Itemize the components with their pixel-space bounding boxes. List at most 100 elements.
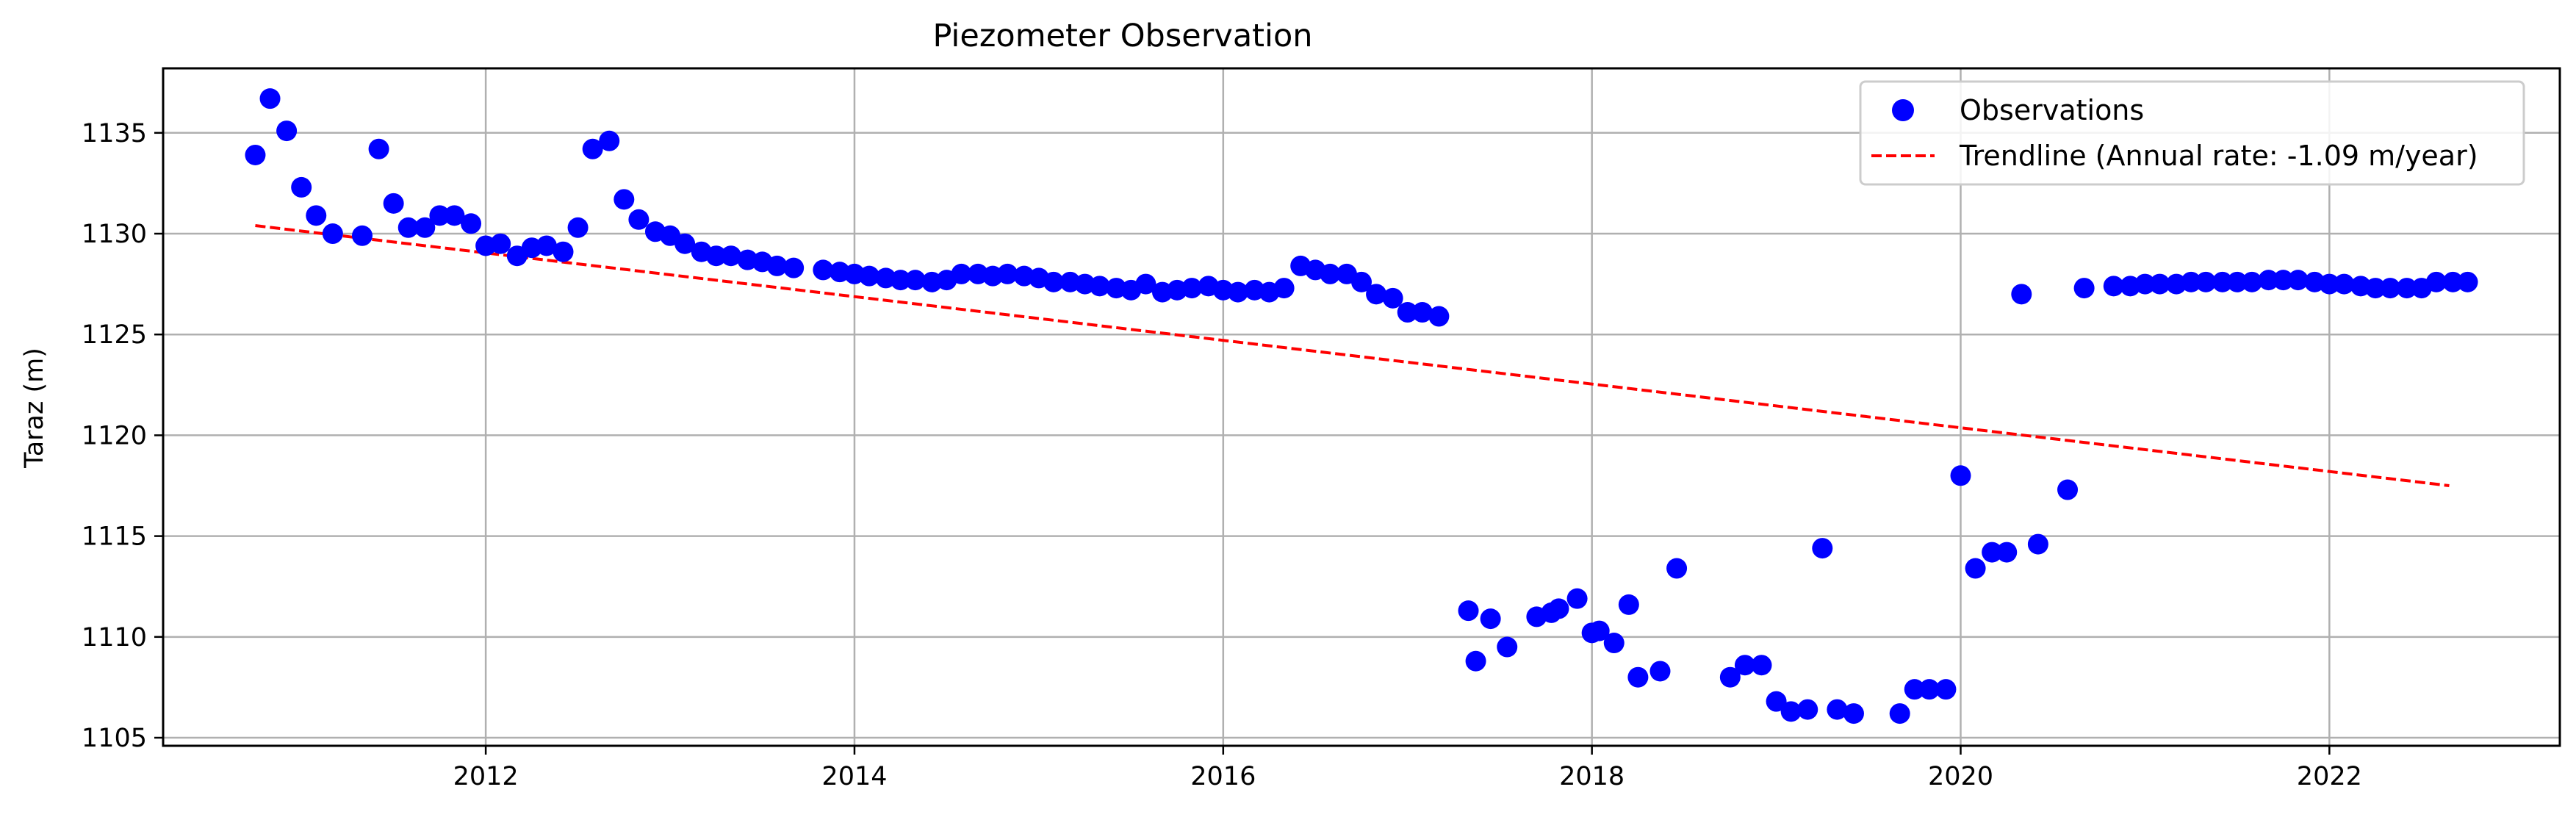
legend: Observations Trendline (Annual rate: -1.… bbox=[1859, 80, 2525, 186]
observation-point bbox=[1465, 650, 1486, 672]
legend-trendline-label: Trendline (Annual rate: -1.09 m/year) bbox=[1959, 140, 2478, 172]
observation-point bbox=[628, 209, 650, 230]
observation-points bbox=[245, 88, 2478, 724]
observation-point bbox=[245, 144, 266, 165]
observation-point bbox=[2226, 271, 2248, 292]
observation-point bbox=[2365, 278, 2386, 299]
observation-point bbox=[904, 270, 926, 291]
observation-point bbox=[2334, 273, 2355, 295]
observation-point bbox=[1497, 636, 1518, 658]
observation-point bbox=[2396, 278, 2417, 299]
legend-observations-marker bbox=[1892, 99, 1914, 121]
observation-point bbox=[2195, 271, 2217, 292]
observation-point bbox=[567, 217, 589, 238]
observation-point bbox=[1780, 701, 1802, 722]
x-tick-label: 2018 bbox=[1559, 762, 1625, 791]
observation-point bbox=[2181, 271, 2202, 292]
observation-point bbox=[720, 245, 741, 267]
observation-point bbox=[599, 130, 620, 151]
observation-point bbox=[2027, 533, 2048, 555]
observation-point bbox=[1411, 302, 1433, 323]
observation-point bbox=[1603, 633, 1625, 654]
observation-point bbox=[2073, 278, 2095, 299]
observation-point bbox=[1719, 666, 1741, 688]
observation-point bbox=[368, 138, 389, 159]
observation-point bbox=[444, 205, 465, 226]
observation-point bbox=[1766, 691, 1787, 712]
observation-point bbox=[291, 176, 312, 198]
trendline-layer bbox=[255, 224, 2450, 488]
observation-point bbox=[1181, 278, 1203, 299]
observation-point bbox=[614, 189, 635, 210]
x-tick-label: 2012 bbox=[453, 762, 519, 791]
chart-title: Piezometer Observation bbox=[932, 18, 1312, 54]
observation-point bbox=[1918, 679, 1940, 700]
observation-point bbox=[259, 88, 281, 109]
observation-point bbox=[2134, 273, 2156, 295]
observation-point bbox=[1227, 281, 1248, 303]
observation-point bbox=[461, 213, 482, 234]
observation-point bbox=[1843, 703, 1864, 724]
y-tick-label: 1130 bbox=[82, 220, 147, 249]
observation-point bbox=[1734, 655, 1755, 676]
y-tick-label: 1115 bbox=[82, 522, 147, 552]
observation-point bbox=[1480, 608, 1501, 630]
legend-observations-label: Observations bbox=[1960, 94, 2144, 126]
observation-point bbox=[1589, 620, 1610, 641]
observation-point bbox=[997, 263, 1018, 284]
observation-point bbox=[1320, 263, 1341, 284]
observation-point bbox=[1935, 679, 1957, 700]
observation-point bbox=[1382, 287, 1403, 309]
observation-point bbox=[1043, 271, 1064, 292]
observation-point bbox=[1751, 655, 1772, 676]
y-axis: 1105 1110 1115 1120 1125 1130 1135 bbox=[82, 119, 163, 753]
y-tick-label: 1125 bbox=[82, 320, 147, 350]
observation-point bbox=[1366, 284, 1387, 305]
trendline bbox=[255, 224, 2450, 488]
observation-point bbox=[1827, 699, 1848, 720]
y-tick-label: 1120 bbox=[82, 421, 147, 450]
observation-point bbox=[2103, 276, 2124, 297]
observation-point bbox=[1397, 302, 1418, 323]
observation-point bbox=[2273, 270, 2294, 291]
observation-point bbox=[1649, 661, 1671, 682]
observation-point bbox=[1548, 598, 1569, 619]
observation-point bbox=[1904, 679, 1925, 700]
y-tick-label: 1110 bbox=[82, 623, 147, 652]
observation-point bbox=[414, 217, 436, 238]
x-tick-label: 2022 bbox=[2297, 762, 2362, 791]
observation-point bbox=[1135, 273, 1156, 295]
observation-point bbox=[536, 235, 557, 256]
observation-point bbox=[813, 259, 834, 281]
observation-point bbox=[1797, 699, 1818, 720]
observation-point bbox=[397, 217, 419, 238]
observation-point bbox=[2258, 270, 2279, 291]
y-axis-label: Taraz (m) bbox=[20, 348, 49, 469]
observation-point bbox=[2425, 271, 2447, 292]
plot-area-frame bbox=[162, 67, 2561, 747]
observation-point bbox=[1812, 538, 1833, 559]
observation-point bbox=[1627, 666, 1649, 688]
observation-point bbox=[2057, 479, 2079, 500]
observation-point bbox=[2011, 284, 2032, 305]
observation-point bbox=[951, 263, 972, 284]
observation-point bbox=[1618, 594, 1639, 615]
observation-point bbox=[553, 241, 574, 262]
observation-point bbox=[783, 257, 805, 278]
observation-point bbox=[1965, 558, 1986, 579]
observation-point bbox=[2212, 271, 2233, 292]
observation-point bbox=[859, 265, 880, 287]
observation-point bbox=[1273, 278, 1295, 299]
observation-point bbox=[306, 205, 327, 226]
legend-frame bbox=[1859, 80, 2525, 186]
observation-point bbox=[1950, 465, 1971, 486]
x-tick-label: 2014 bbox=[821, 762, 887, 791]
observation-point bbox=[674, 233, 696, 254]
observation-point bbox=[582, 138, 603, 159]
observation-point bbox=[2319, 273, 2340, 295]
observation-point bbox=[490, 233, 511, 254]
observation-point bbox=[2457, 271, 2478, 292]
observation-point bbox=[1089, 276, 1110, 297]
observation-point bbox=[1889, 703, 1910, 724]
